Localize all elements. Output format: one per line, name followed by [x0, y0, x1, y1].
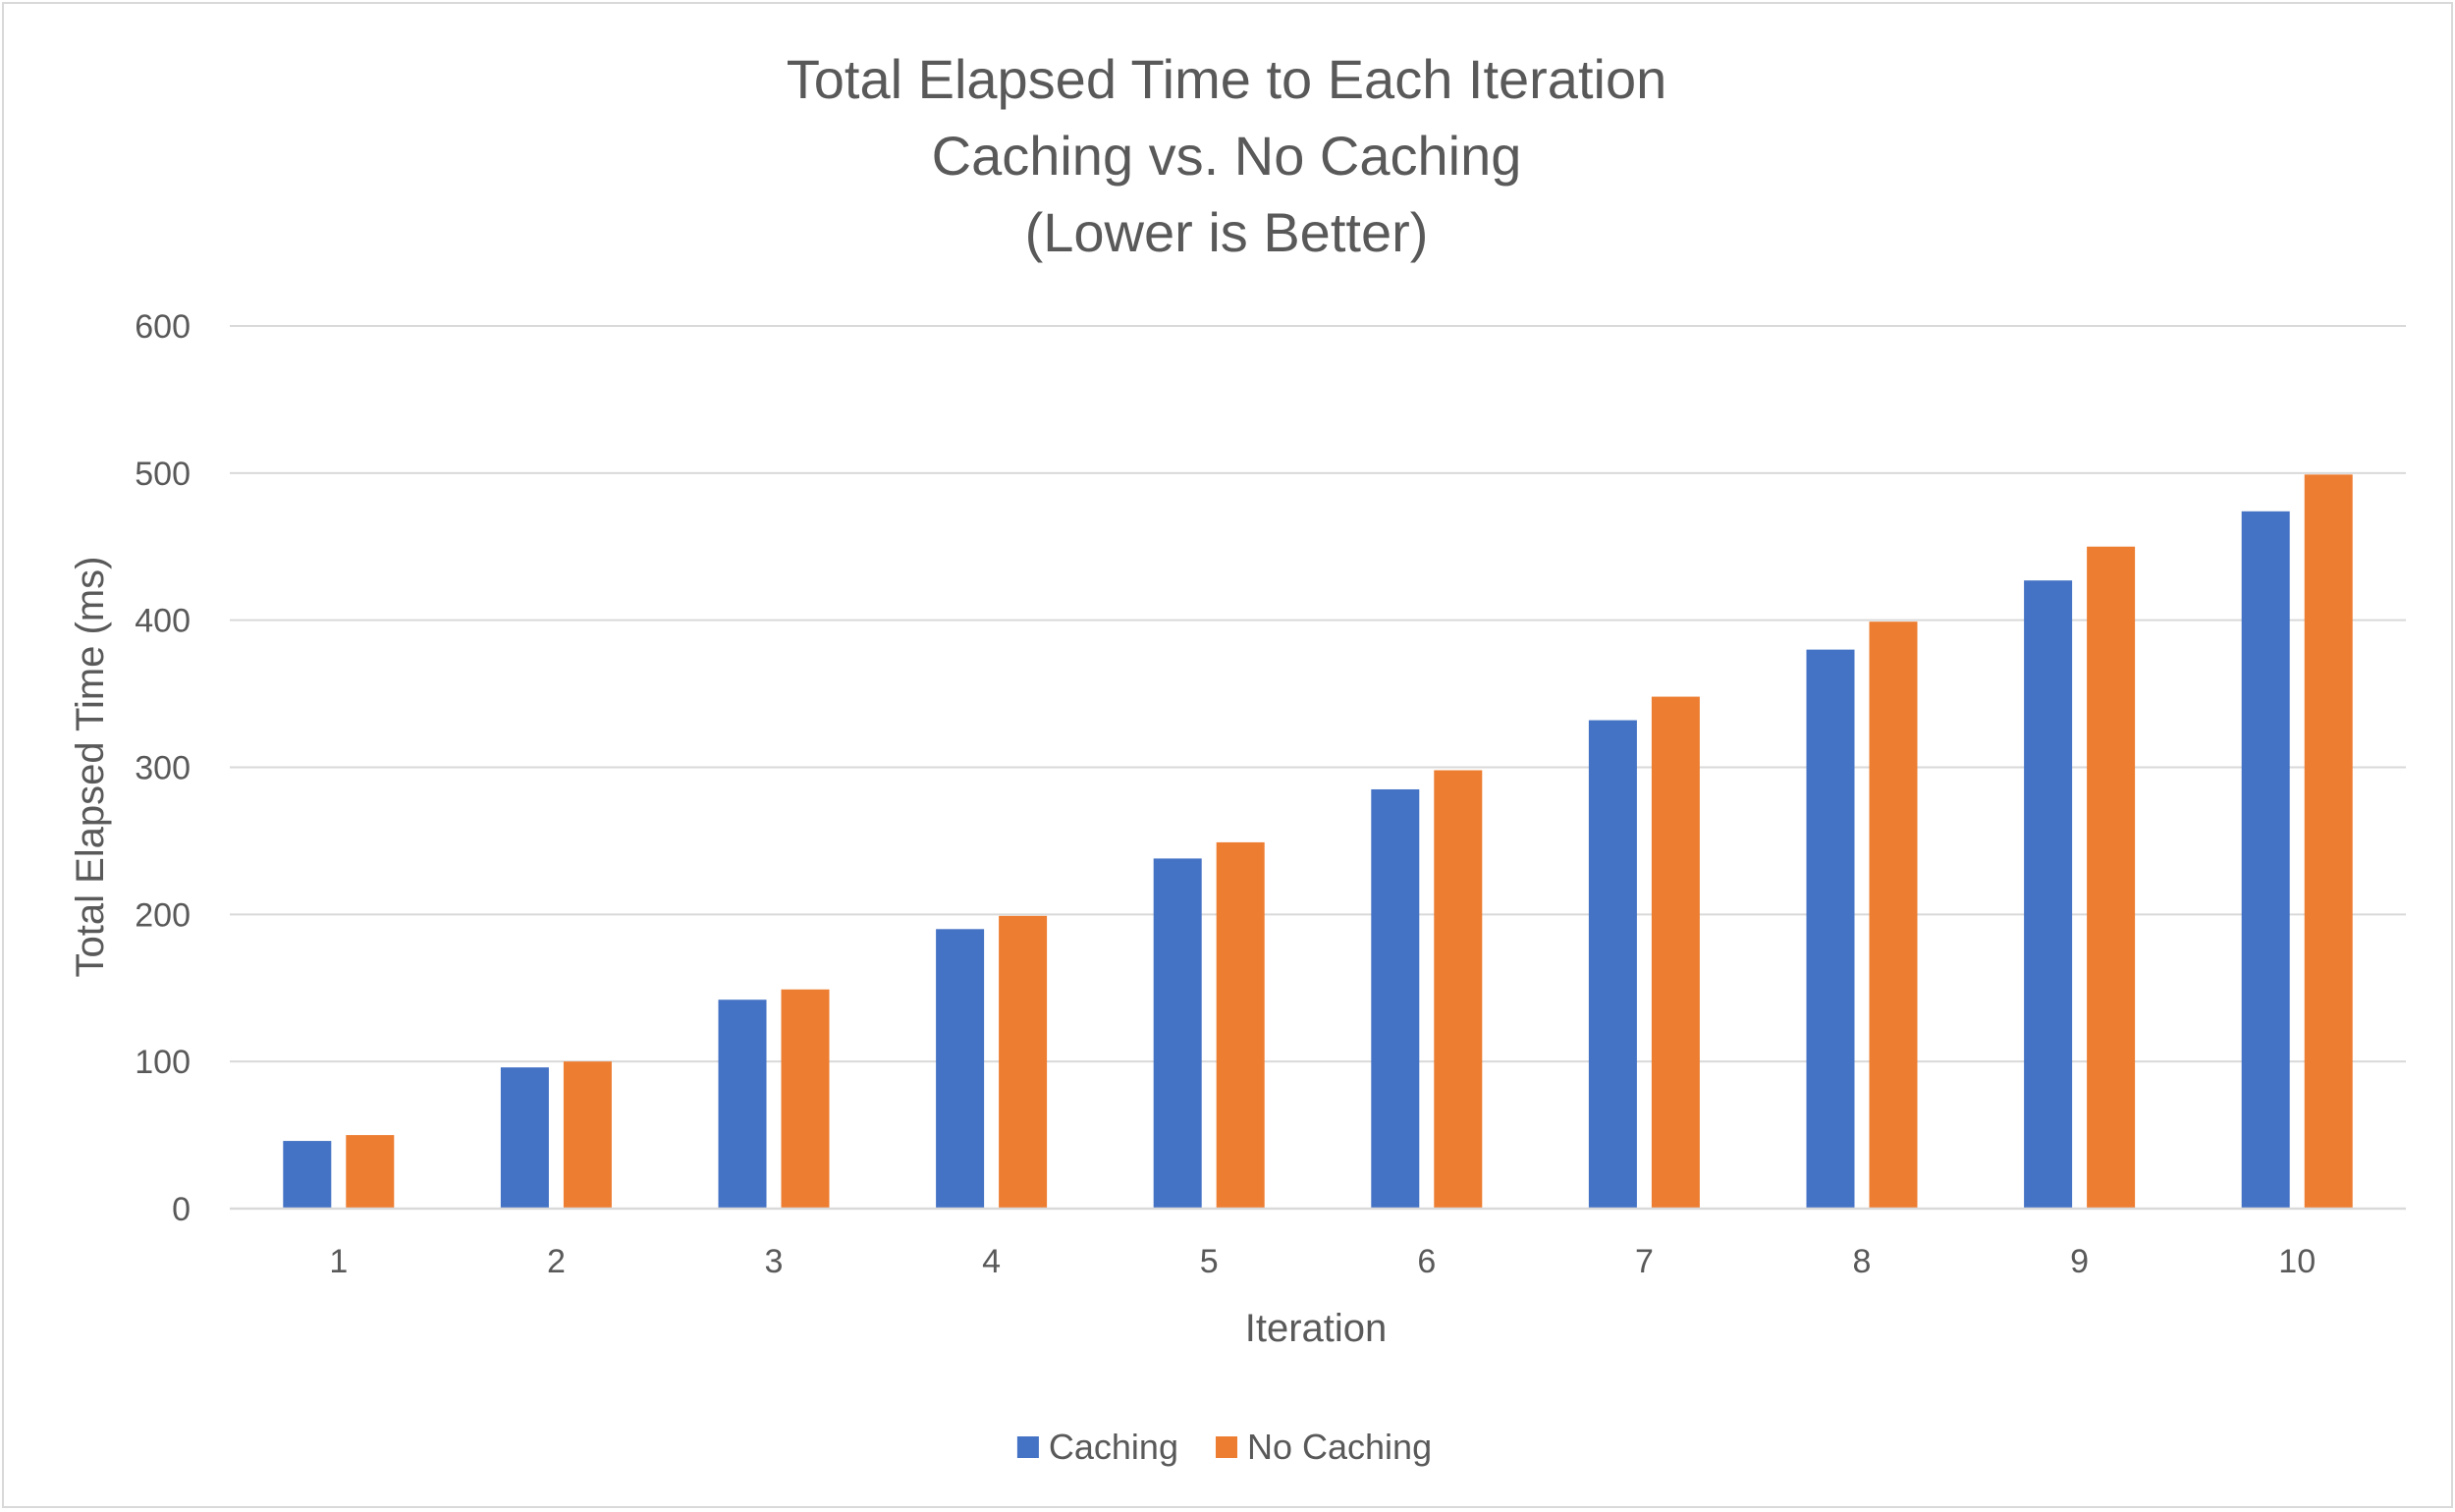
legend: Caching No Caching	[1016, 1427, 1432, 1467]
bars	[283, 474, 2353, 1209]
bar-caching-7	[1588, 720, 1637, 1209]
y-tick-label: 400	[135, 603, 191, 640]
chart-title-line-3: (Lower is Better)	[1025, 201, 1429, 263]
x-tick-label: 10	[2278, 1243, 2316, 1280]
y-tick-label: 600	[135, 308, 191, 346]
bar-no-caching-2	[563, 1061, 612, 1209]
x-axis-title: Iteration	[1245, 1307, 1388, 1350]
bar-no-caching-4	[999, 915, 1048, 1209]
legend-label-no-caching: No Caching	[1247, 1427, 1432, 1467]
bar-caching-10	[2241, 511, 2290, 1209]
bar-no-caching-9	[2087, 546, 2136, 1209]
bar-no-caching-7	[1651, 696, 1700, 1209]
x-tick-label: 7	[1635, 1243, 1654, 1280]
bar-chart: Total Elapsed Time to Each Iteration Cac…	[69, 48, 2406, 1467]
x-tick-label: 6	[1417, 1243, 1436, 1280]
bar-no-caching-6	[1434, 770, 1483, 1209]
x-tick-label: 5	[1200, 1243, 1219, 1280]
bar-caching-8	[1806, 649, 1855, 1209]
legend-swatch-no-caching	[1215, 1436, 1237, 1458]
legend-label-caching: Caching	[1049, 1427, 1178, 1467]
x-tick-label: 3	[765, 1243, 784, 1280]
bar-caching-3	[718, 999, 767, 1209]
bar-caching-5	[1153, 858, 1202, 1209]
x-tick-label: 1	[329, 1243, 348, 1280]
y-tick-label: 200	[135, 896, 191, 934]
chart-title: Total Elapsed Time to Each Iteration Cac…	[787, 48, 1667, 263]
x-tick-label: 9	[2070, 1243, 2089, 1280]
bar-no-caching-1	[346, 1135, 395, 1209]
y-tick-label: 500	[135, 456, 191, 493]
chart-title-line-2: Caching vs. No Caching	[932, 125, 1522, 187]
x-tick-label: 8	[1853, 1243, 1872, 1280]
y-axis-title: Total Elapsed Time (ms)	[69, 556, 112, 977]
y-tick-label: 0	[172, 1191, 191, 1228]
legend-swatch-caching	[1016, 1436, 1039, 1458]
bar-caching-6	[1371, 788, 1420, 1209]
bar-caching-9	[2024, 580, 2073, 1209]
y-tick-label: 100	[135, 1044, 191, 1081]
bar-no-caching-10	[2304, 474, 2353, 1209]
bar-caching-2	[500, 1067, 549, 1209]
y-tick-label: 300	[135, 750, 191, 787]
gridlines	[230, 325, 2406, 1063]
bar-no-caching-5	[1216, 841, 1265, 1209]
x-axis-tick-labels: 1 2 3 4 5 6 7 8 9 10	[329, 1243, 2316, 1280]
y-axis-tick-labels: 0 100 200 300 400 500 600	[135, 308, 191, 1228]
x-tick-label: 2	[547, 1243, 566, 1280]
bar-no-caching-3	[781, 989, 830, 1209]
bar-caching-4	[936, 929, 985, 1209]
x-tick-label: 4	[982, 1243, 1001, 1280]
bar-no-caching-8	[1869, 621, 1918, 1209]
chart-title-line-1: Total Elapsed Time to Each Iteration	[787, 48, 1667, 110]
bar-caching-1	[283, 1141, 332, 1209]
